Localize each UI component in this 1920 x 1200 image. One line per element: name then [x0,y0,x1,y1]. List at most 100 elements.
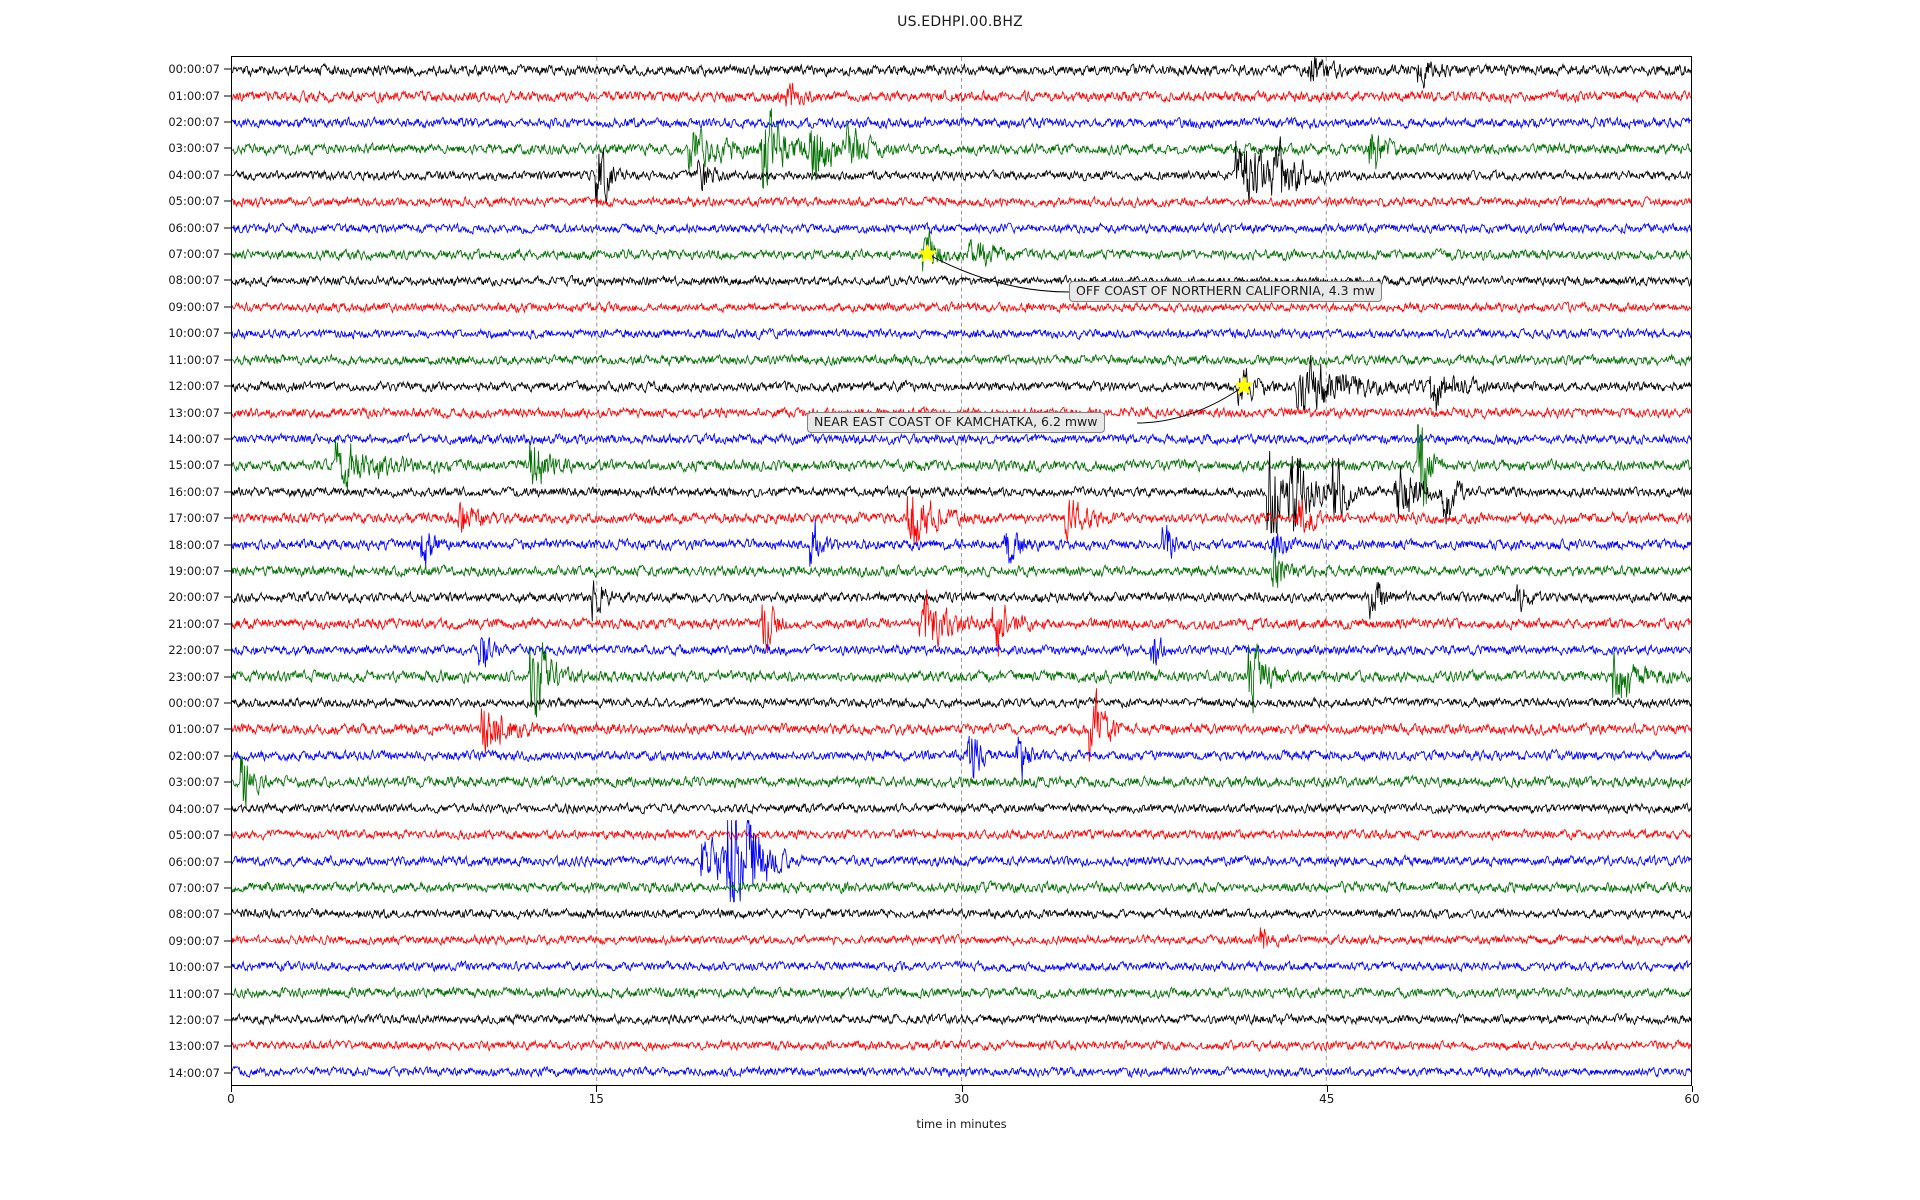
y-tick-mark [224,359,232,361]
seismic-trace [232,589,1691,657]
y-tick-mark [224,121,232,123]
y-tick-label: 05:00:07 [168,828,220,843]
y-tick-label: 11:00:07 [168,352,220,367]
y-tick-mark [224,1072,232,1074]
y-tick-mark [224,464,232,466]
y-tick-label: 10:00:07 [168,326,220,341]
y-tick-mark [224,887,232,889]
seismic-trace [232,300,1691,315]
seismic-trace [232,221,1691,236]
seismic-trace [232,424,1691,507]
y-tick-label: 11:00:07 [168,986,220,1001]
seismic-trace [232,1065,1691,1079]
y-tick-label: 09:00:07 [168,933,220,948]
y-tick-label: 01:00:07 [168,88,220,103]
seismic-trace [232,735,1691,780]
seismic-trace [232,230,1691,272]
seismic-trace [232,108,1691,190]
seismic-trace [232,688,1691,762]
y-tick-label: 03:00:07 [168,141,220,156]
y-tick-label: 12:00:07 [168,1012,220,1027]
y-tick-mark [224,940,232,942]
x-tick-mark [1692,1086,1693,1092]
event-annotation-label[interactable]: NEAR EAST COAST OF KAMCHATKA, 6.2 mww [807,412,1105,434]
seismic-trace [232,115,1691,130]
y-tick-label: 21:00:07 [168,616,220,631]
seismic-trace [232,353,1691,367]
y-tick-mark [224,517,232,519]
seismic-trace [232,519,1691,569]
seismic-trace [232,801,1691,815]
seismic-trace [232,195,1691,209]
seismic-trace [232,1038,1691,1052]
seismic-trace [232,327,1691,341]
y-tick-mark [224,781,232,783]
y-tick-mark [224,1045,232,1047]
x-axis-label: time in minutes [916,1117,1007,1131]
seismic-trace [232,637,1691,668]
y-tick-mark [224,702,232,704]
x-tick-label: 60 [1684,1092,1700,1106]
seismic-trace [232,907,1691,921]
y-tick-label: 13:00:07 [168,405,220,420]
y-tick-mark [224,623,232,625]
seismic-trace [232,828,1691,842]
y-tick-label: 04:00:07 [168,801,220,816]
y-tick-mark [224,279,232,281]
seismic-trace [232,986,1691,1000]
y-tick-mark [224,174,232,176]
y-tick-label: 00:00:07 [168,62,220,77]
y-tick-label: 01:00:07 [168,722,220,737]
y-tick-mark [224,306,232,308]
y-tick-mark [224,834,232,836]
seismic-trace [232,354,1691,412]
y-tick-label: 23:00:07 [168,669,220,684]
y-tick-label: 13:00:07 [168,1039,220,1054]
y-tick-label: 18:00:07 [168,537,220,552]
y-tick-mark [224,808,232,810]
y-tick-label: 14:00:07 [168,431,220,446]
seismic-trace [232,755,1691,807]
y-tick-mark [224,570,232,572]
y-tick-mark [224,200,232,202]
y-tick-mark [224,95,232,97]
y-tick-label: 19:00:07 [168,564,220,578]
y-tick-label: 02:00:07 [168,115,220,130]
seismic-trace [232,696,1691,710]
y-tick-mark [224,861,232,862]
y-tick-mark [224,253,232,255]
y-tick-label: 08:00:07 [168,273,220,288]
y-tick-mark [224,491,232,493]
y-tick-mark [224,728,232,730]
seismic-trace [232,432,1691,447]
seismic-trace [232,819,1691,903]
y-tick-label: 09:00:07 [168,299,220,314]
y-tick-mark [224,596,232,598]
event-annotation-label[interactable]: OFF COAST OF NORTHERN CALIFORNIA, 4.3 mw [1069,281,1382,303]
y-tick-label: 00:00:07 [168,696,220,711]
seismic-trace [232,927,1691,949]
plot-axes [231,56,1692,1086]
x-tick-mark [1326,1086,1328,1092]
y-tick-mark [224,385,232,387]
y-tick-label: 03:00:07 [168,775,220,790]
y-tick-label: 06:00:07 [168,854,220,869]
y-tick-mark [224,676,232,678]
seismic-trace [232,57,1691,89]
y-tick-label: 06:00:07 [168,220,220,235]
y-tick-label: 12:00:07 [168,379,220,394]
y-tick-mark [224,966,232,968]
seismic-trace [232,1012,1691,1026]
y-tick-label: 16:00:07 [168,484,220,499]
x-tick-label: 30 [953,1092,970,1106]
y-tick-mark [224,412,232,414]
y-tick-label: 20:00:07 [168,590,220,605]
seismic-trace [232,642,1691,718]
x-tick-label: 15 [588,1092,604,1106]
x-tick-label: 0 [227,1092,235,1106]
y-tick-label: 10:00:07 [168,960,220,975]
seismic-trace [232,451,1691,534]
y-tick-label: 15:00:07 [168,458,220,473]
y-tick-mark [224,227,232,229]
